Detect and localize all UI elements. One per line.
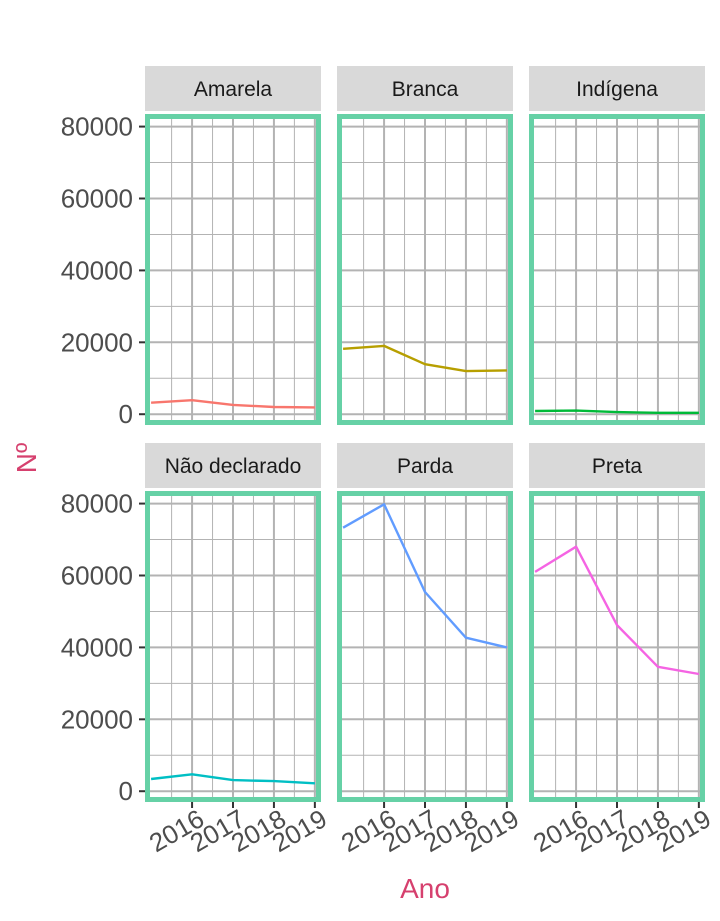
y-tick-label: 40000: [61, 255, 133, 285]
strip-nao-declarado: [145, 443, 321, 488]
panel-preta: Preta: [529, 443, 705, 802]
y-tick-label: 60000: [61, 560, 133, 590]
series-line-nao-declarado: [150, 773, 315, 785]
panel-border-nao-declarado: [145, 491, 321, 802]
y-tick-label: 40000: [61, 632, 133, 662]
series-line-branca: [343, 344, 507, 373]
panel-parda: Parda: [337, 443, 513, 802]
y-axis-ticks: 0 20000 40000 60000 80000 0 20000 40000 60000 800…: [61, 112, 145, 806]
x-axis-title: Ano: [400, 873, 450, 904]
strip-parda: [337, 443, 513, 488]
strip-label-indigena: Indígena: [576, 78, 658, 101]
y-tick-label: 80000: [61, 112, 133, 142]
y-tick-label: 0: [119, 776, 133, 806]
panel-branca: Branca: [337, 66, 513, 425]
y-tick-label: 60000: [61, 183, 133, 213]
series-line-preta: [534, 545, 700, 676]
y-axis-title: Nº: [11, 443, 42, 473]
panel-border-branca: [337, 114, 513, 425]
panel-indigena: Indígena: [529, 66, 705, 425]
strip-label-parda: Parda: [397, 455, 453, 478]
panel-border-indigena: [529, 114, 705, 425]
panel-border-preta: [529, 491, 705, 802]
series-line-amarela: [151, 399, 315, 409]
y-tick-label: 0: [119, 399, 133, 429]
strip-label-branca: Branca: [392, 78, 459, 101]
facet-panels: Amarela Branca Indígena Não declarado Parda P…: [145, 66, 705, 802]
panel-border-amarela: [145, 114, 321, 425]
panel-amarela: Amarela: [145, 66, 321, 425]
series-line-parda: [342, 503, 508, 649]
strip-branca: [337, 66, 513, 111]
y-tick-label: 20000: [61, 704, 133, 734]
strip-label-preta: Preta: [592, 455, 643, 478]
strip-amarela: [145, 66, 321, 111]
panel-nao-declarado: Não declarado: [145, 443, 321, 802]
y-tick-label: 80000: [61, 489, 133, 519]
y-tick-label: 20000: [61, 327, 133, 357]
strip-label-nao-declarado: Não declarado: [165, 455, 302, 478]
strip-label-amarela: Amarela: [194, 78, 273, 101]
strip-indigena: [529, 66, 705, 111]
series-line-indigena: [535, 409, 699, 414]
panel-border-parda: [337, 491, 513, 802]
strip-preta: [529, 443, 705, 488]
